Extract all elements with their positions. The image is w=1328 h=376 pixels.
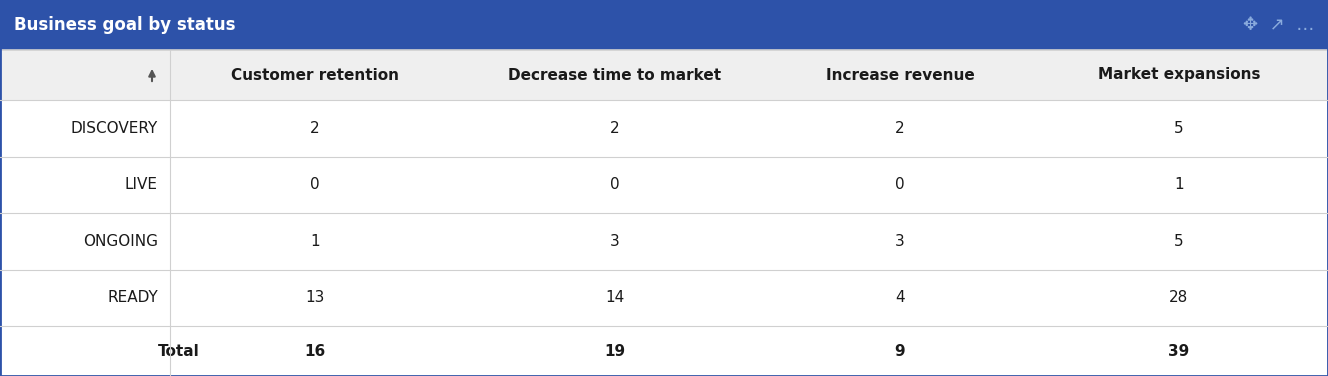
Bar xyxy=(0,326,1328,376)
Text: 3: 3 xyxy=(895,234,904,249)
Text: Total: Total xyxy=(158,344,199,358)
Bar xyxy=(0,50,1328,100)
Text: READY: READY xyxy=(108,290,158,305)
Text: 2: 2 xyxy=(895,121,904,136)
Text: 39: 39 xyxy=(1169,344,1190,358)
Text: Decrease time to market: Decrease time to market xyxy=(509,68,721,82)
Text: 28: 28 xyxy=(1170,290,1189,305)
Text: Increase revenue: Increase revenue xyxy=(826,68,975,82)
Text: LIVE: LIVE xyxy=(125,177,158,192)
Text: 2: 2 xyxy=(311,121,320,136)
Bar xyxy=(0,270,1328,326)
Bar xyxy=(0,156,1328,213)
Text: 9: 9 xyxy=(895,344,906,358)
Text: 19: 19 xyxy=(604,344,625,358)
Text: 3: 3 xyxy=(610,234,620,249)
Text: 16: 16 xyxy=(304,344,325,358)
Text: 0: 0 xyxy=(610,177,620,192)
Text: DISCOVERY: DISCOVERY xyxy=(70,121,158,136)
Bar xyxy=(0,0,1328,50)
Text: ONGOING: ONGOING xyxy=(82,234,158,249)
Text: 13: 13 xyxy=(305,290,324,305)
Text: 5: 5 xyxy=(1174,121,1183,136)
Text: 0: 0 xyxy=(895,177,904,192)
Bar xyxy=(0,213,1328,270)
Text: Market expansions: Market expansions xyxy=(1098,68,1260,82)
Text: 4: 4 xyxy=(895,290,904,305)
Text: 1: 1 xyxy=(311,234,320,249)
Text: 14: 14 xyxy=(606,290,624,305)
Text: 1: 1 xyxy=(1174,177,1183,192)
Text: Business goal by status: Business goal by status xyxy=(15,16,235,34)
Bar xyxy=(0,50,1328,376)
Text: 2: 2 xyxy=(610,121,620,136)
Bar xyxy=(0,100,1328,156)
Text: ✥  ↗  …: ✥ ↗ … xyxy=(1243,16,1313,34)
Text: 0: 0 xyxy=(311,177,320,192)
Text: 5: 5 xyxy=(1174,234,1183,249)
Text: Customer retention: Customer retention xyxy=(231,68,398,82)
